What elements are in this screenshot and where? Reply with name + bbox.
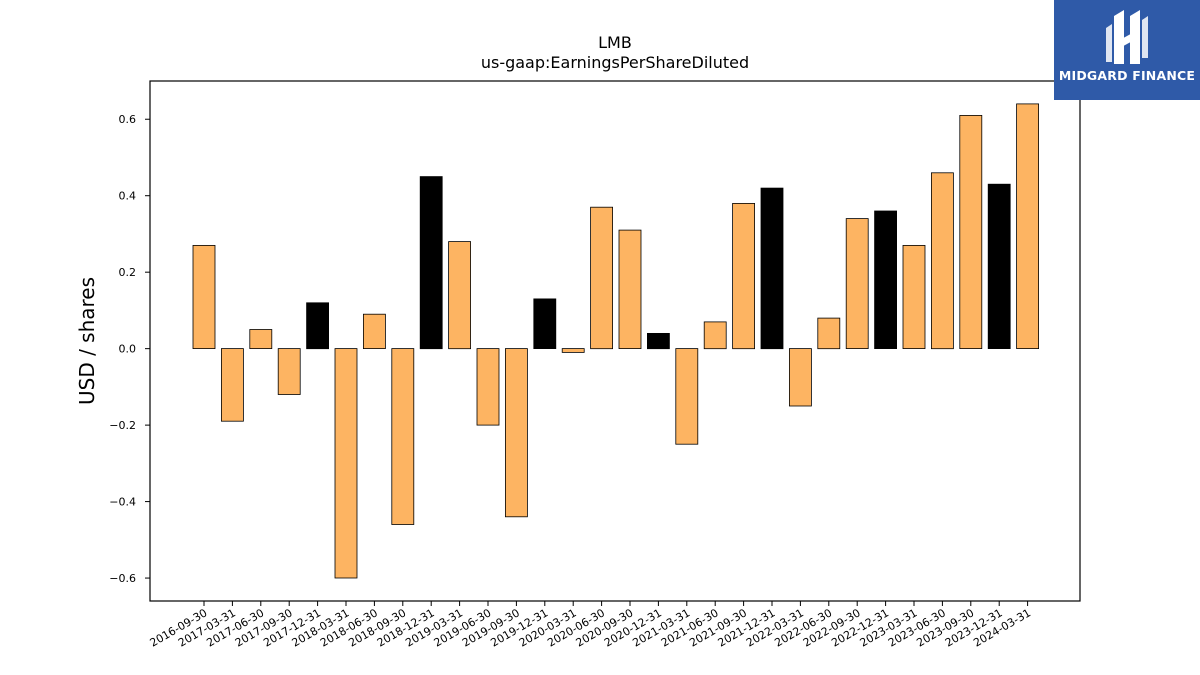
brand-logo: MIDGARD FINANCE [1054, 0, 1200, 100]
y-tick-label: 0.2 [119, 266, 137, 279]
bar-2017-12-31 [306, 302, 330, 350]
chart-subtitle: us-gaap:EarningsPerShareDiluted [481, 53, 749, 72]
bar-2016-09-30 [192, 244, 216, 349]
chart-title: LMB [598, 33, 632, 52]
bar-2019-12-31 [533, 298, 557, 349]
y-tick-label: −0.2 [109, 419, 136, 432]
bar-2023-06-30 [931, 172, 954, 350]
bar-2019-03-31 [448, 241, 472, 350]
bar-2019-06-30 [476, 348, 500, 426]
bars-group [192, 103, 1039, 579]
bar-2021-09-30 [732, 202, 755, 350]
bar-2021-06-30 [703, 321, 727, 350]
y-tick-label: −0.6 [109, 572, 136, 585]
x-ticks-group: 2016-09-302017-03-312017-06-302017-09-30… [148, 601, 1033, 650]
y-tick-label: 0.0 [119, 343, 137, 356]
bar-2022-12-31 [874, 210, 897, 350]
bar-2022-03-31 [789, 348, 812, 407]
bar-2021-03-31 [675, 348, 699, 445]
bar-2022-06-30 [817, 317, 841, 350]
y-tick-label: 0.4 [119, 190, 137, 203]
y-tick-label: −0.4 [109, 496, 136, 509]
plot-frame [149, 80, 1081, 602]
bar-2019-09-30 [504, 348, 528, 518]
y-ticks-group: −0.6 −0.4 −0.2 0.0 0.2 0.4 0.6 [109, 113, 150, 585]
midgard-logo-icon [1106, 10, 1148, 64]
bar-2021-12-31 [760, 187, 784, 350]
bar-2020-12-31 [647, 332, 670, 350]
brand-name: MIDGARD FINANCE [1058, 68, 1196, 83]
bar-2020-03-31 [561, 348, 585, 353]
y-axis-label: USD / shares [75, 277, 99, 405]
bar-2020-06-30 [590, 206, 613, 350]
bar-2022-09-30 [845, 218, 869, 350]
y-tick-label: 0.6 [119, 113, 137, 126]
bar-2017-09-30 [277, 348, 301, 395]
bar-2023-09-30 [959, 115, 983, 349]
bar-2017-06-30 [249, 329, 273, 350]
bar-2024-03-31 [1016, 103, 1039, 349]
bar-2020-09-30 [618, 229, 642, 350]
bar-2018-09-30 [391, 348, 415, 525]
bar-2017-03-31 [220, 348, 244, 422]
bar-2018-03-31 [334, 348, 358, 579]
bar-2023-03-31 [902, 244, 926, 349]
bar-2018-06-30 [362, 313, 386, 350]
bar-2023-12-31 [987, 183, 1011, 349]
bar-2018-12-31 [419, 176, 443, 350]
